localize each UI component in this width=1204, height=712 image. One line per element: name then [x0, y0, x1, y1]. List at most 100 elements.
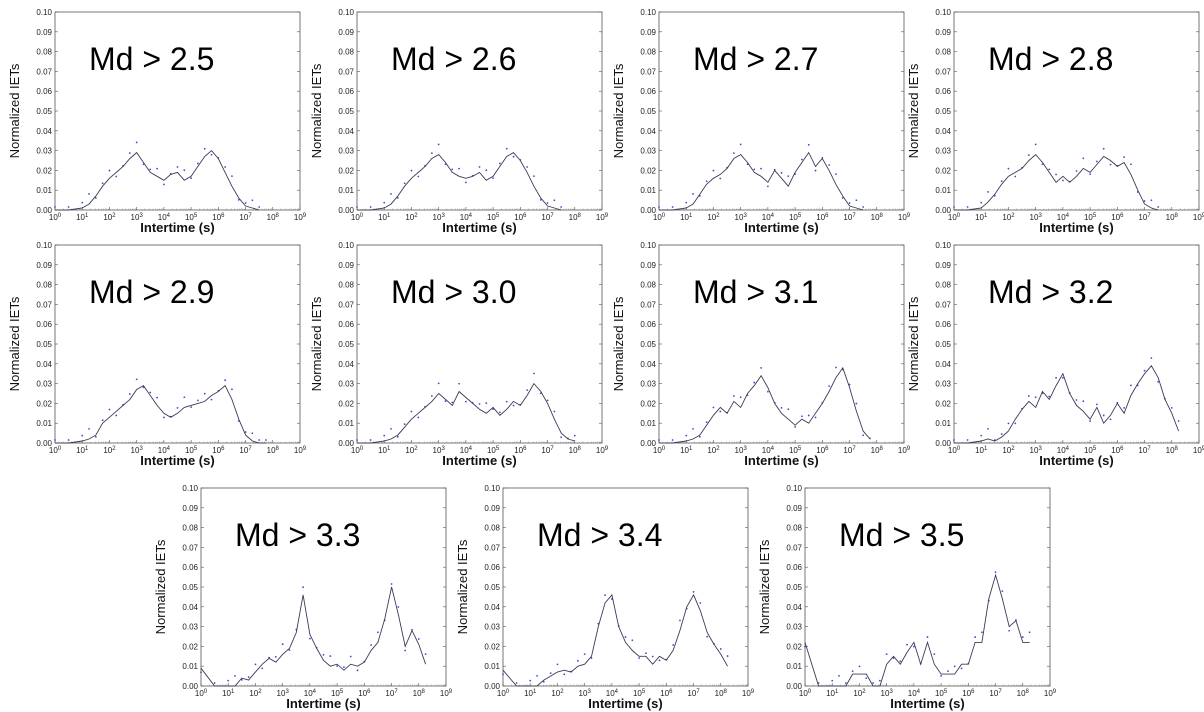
data-point: [505, 147, 508, 150]
data-point: [231, 388, 233, 391]
data-point: [658, 439, 660, 441]
x-tick-label: 108: [413, 689, 426, 698]
data-point: [807, 143, 810, 146]
y-tick-label: 0.06: [484, 563, 500, 572]
plot-frame: [356, 11, 603, 211]
data-point: [536, 674, 538, 677]
x-tick-label: 100: [948, 213, 961, 222]
x-tick-label: 102: [853, 689, 866, 698]
y-tick-label: 0.09: [484, 504, 500, 513]
data-point: [1123, 156, 1126, 159]
data-point: [149, 391, 152, 394]
y-tick-label: 0.01: [484, 662, 500, 671]
data-point: [645, 652, 647, 655]
data-point: [994, 571, 997, 574]
x-tick-label: 108: [871, 213, 884, 222]
y-tick-label: 0.08: [935, 281, 951, 290]
y-tick-label: 0.02: [935, 166, 951, 175]
data-point: [203, 147, 206, 150]
data-point: [862, 434, 865, 437]
series-line: [200, 586, 427, 687]
x-tick-label: 104: [762, 213, 775, 222]
y-tick-label: 0.02: [338, 399, 354, 408]
data-point: [1034, 143, 1037, 146]
series-line: [357, 152, 562, 211]
y-axis-label: Normalized IETs: [7, 63, 22, 158]
data-point: [1130, 384, 1132, 387]
data-point: [430, 152, 433, 155]
data-point: [1102, 147, 1105, 150]
x-axis-label: Intertime (s): [140, 220, 214, 235]
y-tick-label: 0.00: [935, 439, 951, 448]
data-point: [417, 416, 420, 419]
data-point: [1000, 180, 1003, 183]
x-tick-label: 104: [1057, 446, 1070, 455]
y-tick-label: 0.07: [338, 67, 354, 76]
y-tick-label: 0.01: [935, 186, 951, 195]
x-axis-label: Intertime (s): [140, 453, 214, 468]
data-point: [794, 426, 797, 428]
x-tick-label: 101: [378, 446, 391, 455]
data-point: [933, 653, 936, 655]
data-point: [766, 390, 769, 393]
data-point: [251, 199, 254, 202]
data-point: [197, 162, 199, 165]
data-point: [699, 602, 702, 604]
data-point: [604, 594, 606, 596]
data-point: [858, 665, 861, 668]
x-axis-label: Intertime (s): [442, 220, 516, 235]
data-point: [1123, 407, 1126, 409]
series-line: [954, 153, 1159, 211]
x-tick-label: 103: [131, 213, 144, 222]
x-tick-label: 106: [962, 689, 975, 698]
y-tick-label: 0.05: [640, 340, 656, 349]
data-point: [115, 414, 118, 417]
y-tick-label: 0.07: [640, 300, 656, 309]
data-point: [149, 168, 152, 171]
x-tick-label: 108: [1166, 446, 1179, 455]
data-point: [1061, 179, 1064, 182]
x-tick-label: 109: [1044, 689, 1057, 698]
data-point: [966, 439, 969, 441]
y-tick-label: 0.07: [36, 67, 52, 76]
data-point: [878, 679, 881, 682]
x-tick-label: 108: [569, 446, 582, 455]
y-tick-label: 0.00: [36, 439, 52, 448]
y-tick-label: 0.10: [338, 8, 354, 17]
data-point: [190, 177, 193, 179]
y-tick-label: 0.08: [36, 48, 52, 57]
y-tick-label: 0.01: [640, 419, 656, 428]
plot-frame: [54, 244, 301, 444]
data-point: [546, 202, 549, 204]
x-tick-label: 109: [898, 446, 911, 455]
data-point: [940, 674, 943, 677]
chart-panel: 0.00 0.01 0.02 0.03 0.04 0.05 0.06 0.07 0.08 0.09…: [455, 484, 755, 711]
x-tick-label: 100: [653, 446, 666, 455]
x-tick-label: 106: [1111, 446, 1124, 455]
x-tick-label: 106: [816, 446, 829, 455]
data-point: [1061, 376, 1064, 379]
x-tick-label: 104: [460, 446, 473, 455]
x-tick-label: 106: [514, 213, 527, 222]
x-tick-label: 108: [267, 446, 280, 455]
data-point: [1170, 407, 1173, 409]
x-tick-label: 101: [826, 689, 839, 698]
data-point: [94, 196, 97, 199]
data-point: [526, 166, 529, 168]
y-tick-label: 0.01: [935, 419, 951, 428]
data-point: [336, 665, 339, 667]
data-point: [1109, 418, 1112, 421]
y-tick-label: 0.09: [935, 28, 951, 37]
data-point: [464, 181, 467, 184]
data-point: [1150, 199, 1153, 202]
data-point: [410, 169, 413, 172]
data-point: [692, 193, 694, 195]
data-point: [807, 414, 810, 417]
data-point: [624, 636, 627, 638]
y-tick-label: 0.10: [182, 484, 198, 493]
chart-panel: 0.00 0.01 0.02 0.03 0.04 0.05 0.06 0.07 0.08 0.09…: [153, 484, 453, 711]
data-point: [529, 679, 532, 682]
data-point: [993, 195, 996, 197]
x-tick-label: 109: [898, 213, 911, 222]
data-point: [349, 655, 352, 658]
